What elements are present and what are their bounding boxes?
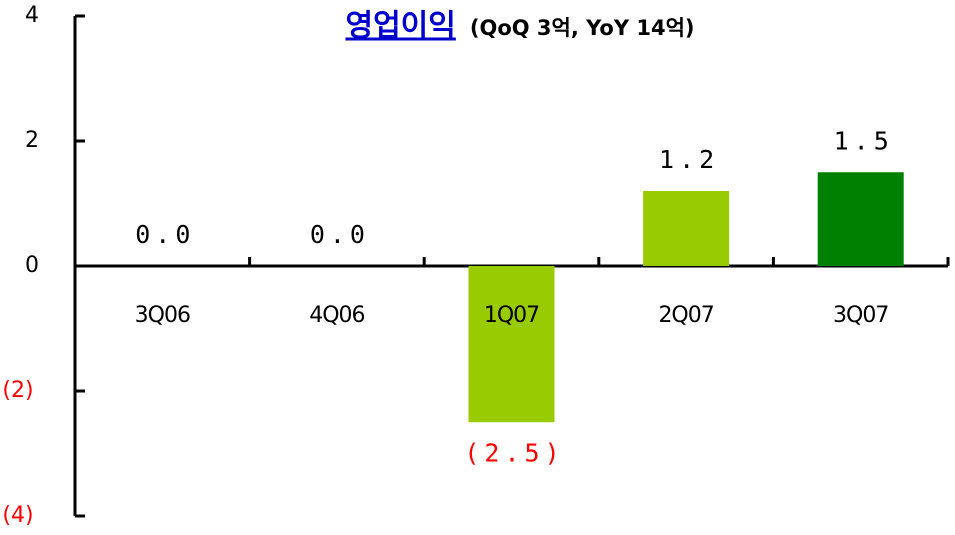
x-tick-label: 3Q06 xyxy=(135,303,190,328)
bar xyxy=(817,172,904,266)
bar xyxy=(643,191,730,266)
y-tick-label: (4) xyxy=(2,503,33,528)
chart-subtitle: (QoQ 3억, YoY 14억) xyxy=(470,16,695,40)
bar xyxy=(468,266,555,423)
data-label: 0.0 xyxy=(310,220,370,249)
x-tick-label: 2Q07 xyxy=(658,303,713,328)
x-tick-label: 1Q07 xyxy=(484,303,539,328)
data-label: 1.5 xyxy=(834,126,894,155)
y-tick-label: 4 xyxy=(25,3,39,28)
y-tick-label: 0 xyxy=(25,253,39,278)
data-label: 0.0 xyxy=(135,220,195,249)
y-tick-label: 2 xyxy=(25,128,39,153)
chart-title: 영업이익 xyxy=(345,9,455,44)
x-tick-label: 3Q07 xyxy=(833,303,888,328)
x-tick-label: 4Q06 xyxy=(309,303,364,328)
data-label: 1.2 xyxy=(659,145,719,174)
y-tick-label: (2) xyxy=(2,378,33,403)
data-label: (2.5) xyxy=(464,438,564,467)
